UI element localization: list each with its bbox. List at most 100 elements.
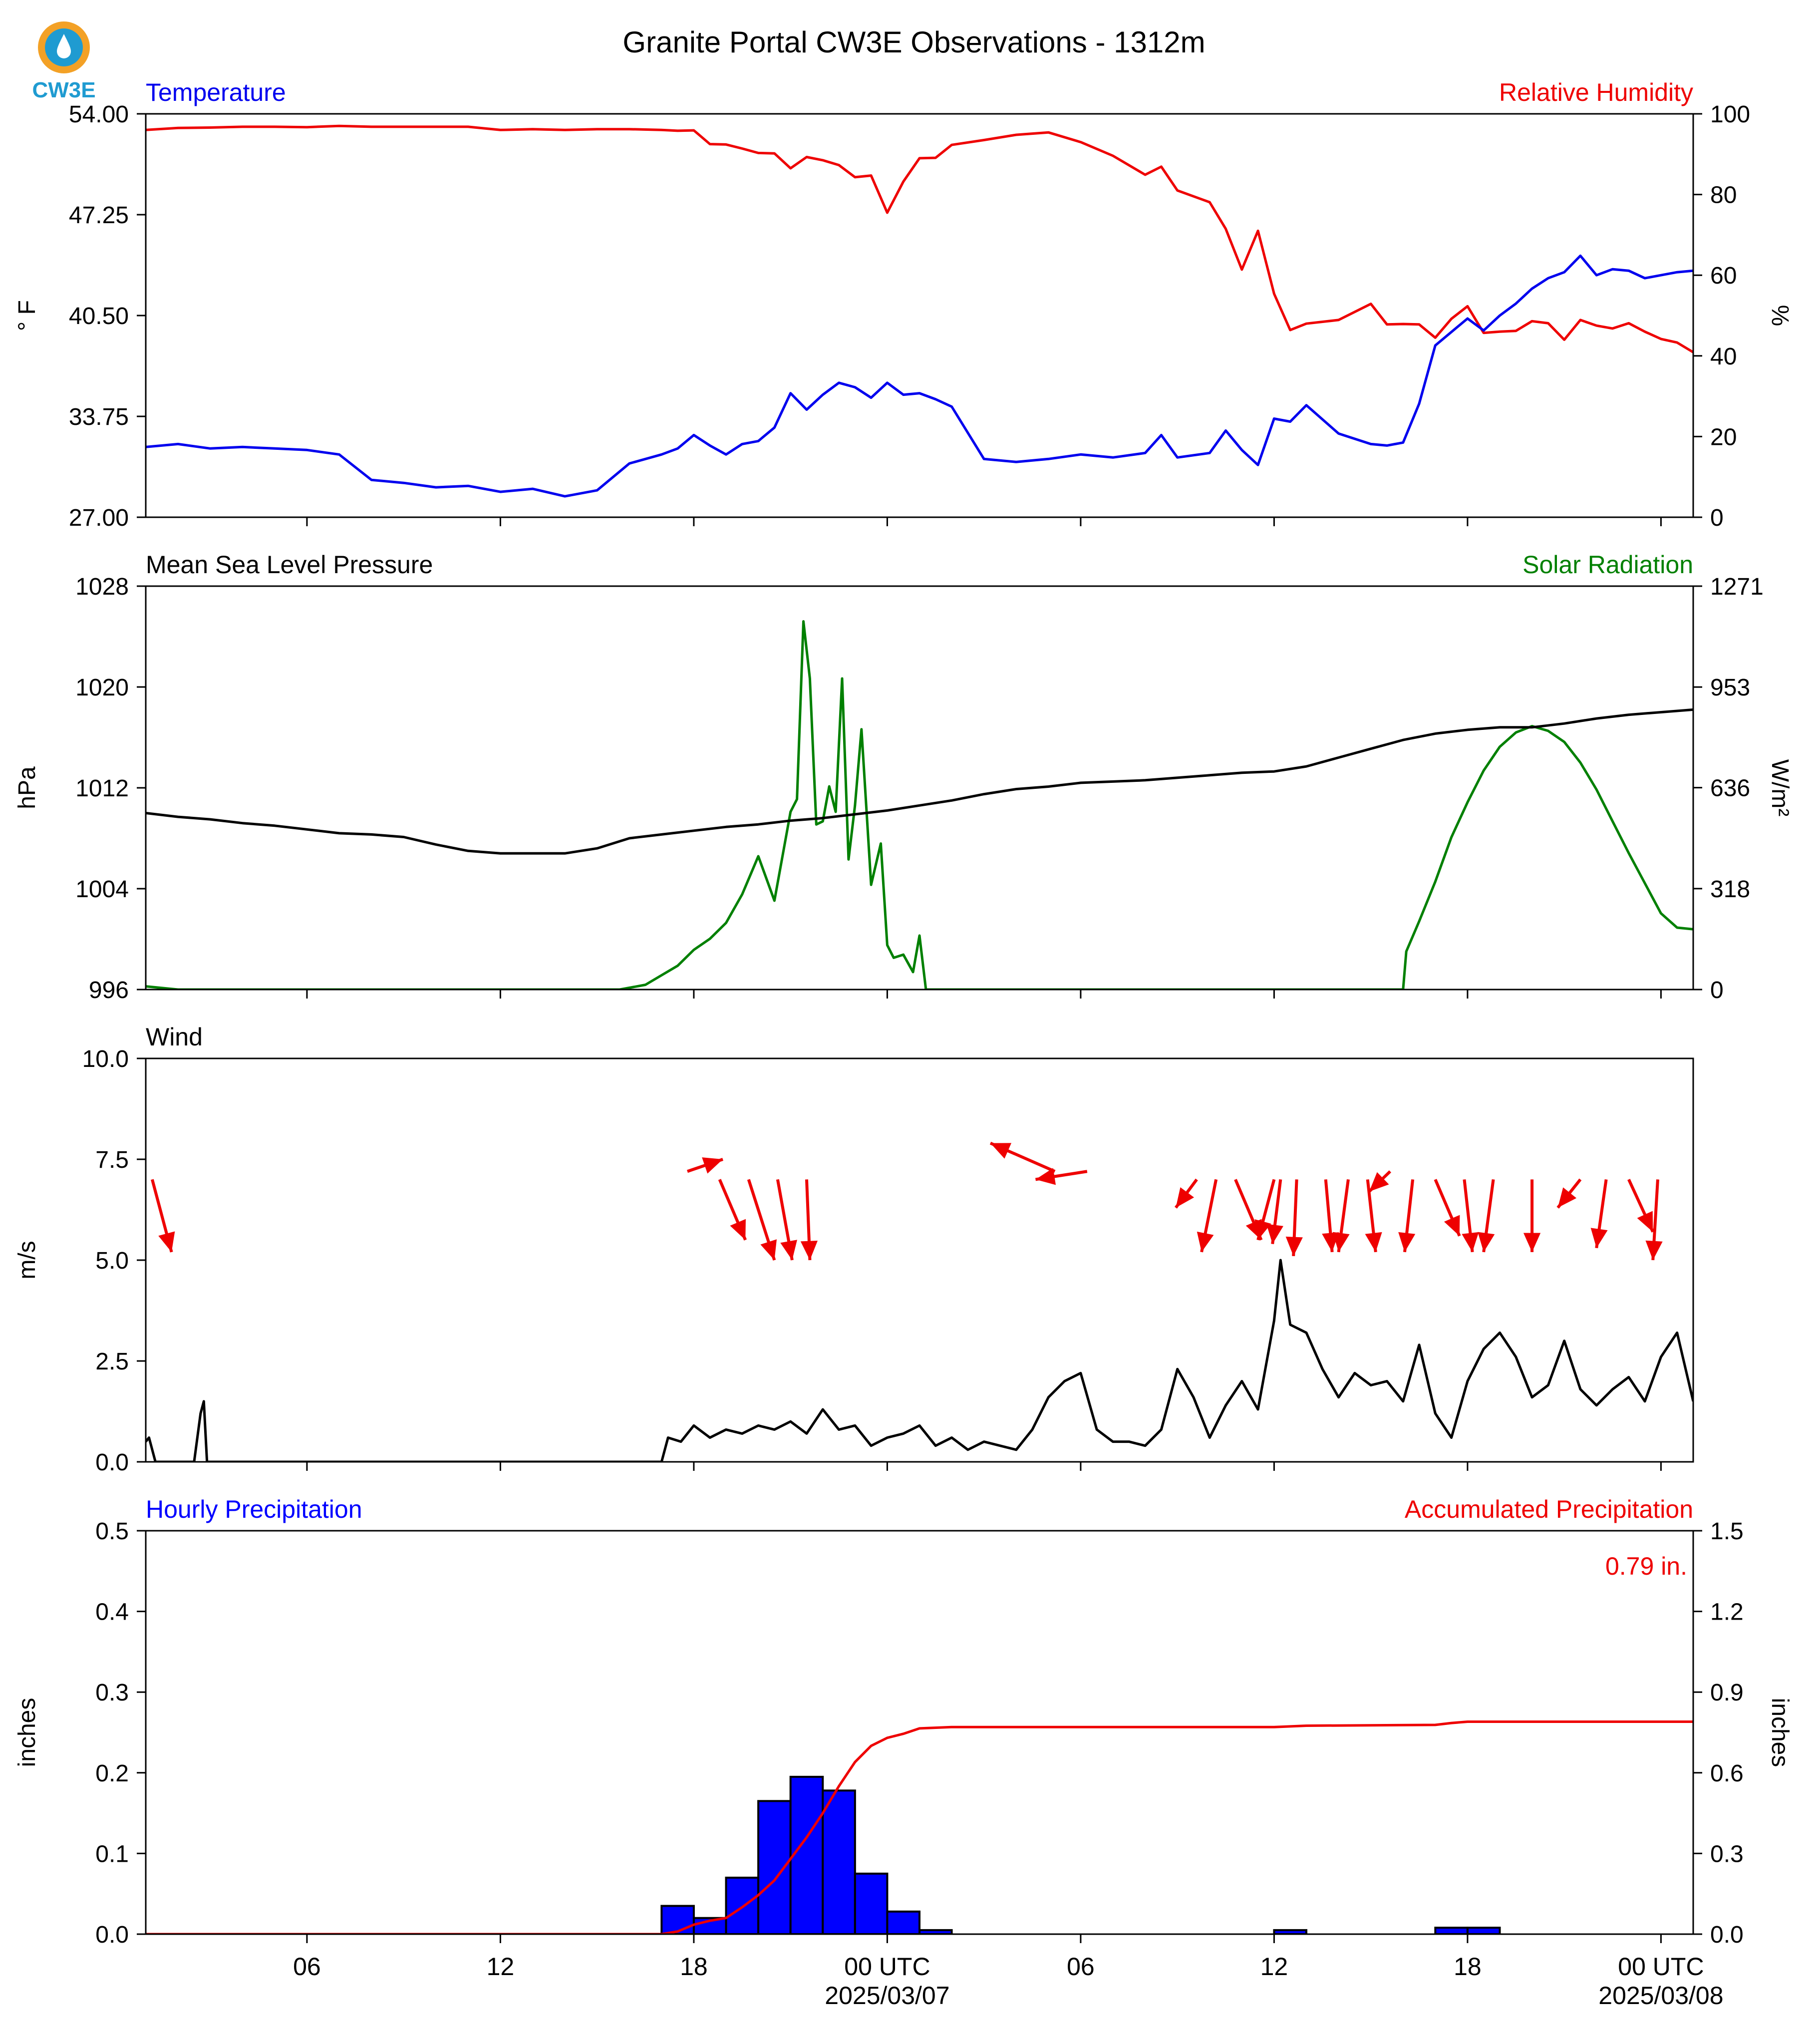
precip-bar <box>789 1775 824 1934</box>
y-tick-label: 0.0 <box>95 1449 129 1476</box>
wind-arrow <box>687 1157 724 1174</box>
accumulated-total-label: 0.79 in. <box>1605 1552 1687 1580</box>
y-tick-label: 1012 <box>75 775 129 802</box>
panel-frame <box>145 1530 1694 1935</box>
wind-arrow-head <box>1035 1168 1056 1185</box>
wind-arrow-head <box>1645 1240 1663 1260</box>
wind-arrow-head <box>1365 1232 1382 1252</box>
figure-title: Granite Portal CW3E Observations - 1312m <box>622 25 1205 59</box>
wind-arrow <box>1398 1179 1416 1253</box>
panel-right-title: Relative Humidity <box>1499 78 1693 106</box>
wind-arrow-head <box>1398 1232 1416 1252</box>
y-tick-label: 0.4 <box>95 1599 129 1626</box>
wind-arrow <box>1627 1179 1654 1233</box>
x-tick-sublabel: 2025/03/08 <box>1598 1982 1723 2010</box>
panel-left-title: Mean Sea Level Pressure <box>146 551 433 579</box>
wind-arrow <box>1556 1178 1582 1209</box>
wind-arrow-head <box>780 1240 797 1260</box>
y-tick-label: 1028 <box>75 574 129 600</box>
y2-tick-label: 100 <box>1710 101 1750 128</box>
panel-precipitation: Hourly Precipitation Accumulated Precipit… <box>14 1495 1793 2010</box>
cw3e-logo: CW3E <box>32 21 96 102</box>
wind-arrow-head <box>1197 1231 1214 1252</box>
wind-arrow <box>1645 1179 1663 1261</box>
wind-arrow-head <box>1557 1187 1577 1208</box>
wind-arrow-head <box>702 1157 723 1174</box>
wind-arrow <box>800 1179 818 1261</box>
wind-arrow <box>1462 1179 1479 1253</box>
logo-drop-icon <box>57 34 71 58</box>
wind-arrow-head <box>1285 1236 1303 1256</box>
y-tick-label: 996 <box>89 977 129 1004</box>
wind-arrow <box>1175 1178 1198 1209</box>
plot-area <box>146 1720 1693 1934</box>
y-tick-label: 7.5 <box>95 1147 129 1173</box>
y-tick-label: 47.25 <box>69 202 129 229</box>
wind-arrow-head <box>1637 1211 1653 1232</box>
y2-tick-label: 0.3 <box>1710 1841 1744 1867</box>
y2-tick-label: 318 <box>1710 876 1750 903</box>
wind-arrow <box>1590 1179 1608 1249</box>
precip-bar <box>757 1800 792 1934</box>
precip-bar <box>886 1910 920 1934</box>
wind-arrow-head <box>760 1239 777 1260</box>
x-tick-label: 12 <box>487 1953 515 1981</box>
y2-tick-label: 0 <box>1710 505 1724 531</box>
y2-tick-label: 0.9 <box>1710 1680 1744 1706</box>
x-tick-label: 06 <box>293 1953 321 1981</box>
panel-left-title: Temperature <box>146 78 286 106</box>
wind-arrow-head <box>1332 1232 1350 1252</box>
y2-tick-label: 60 <box>1710 263 1737 289</box>
y-tick-label: 0.0 <box>95 1922 129 1948</box>
y2-axis-label: inches <box>1767 1698 1793 1767</box>
series-mean-sea-level-pressure <box>146 708 1693 855</box>
wind-arrow <box>151 1179 175 1253</box>
wind-arrow <box>1035 1168 1088 1185</box>
y-axis-label: ° F <box>14 300 40 331</box>
x-tick-label: 18 <box>680 1953 708 1981</box>
y-tick-label: 0.5 <box>95 1518 129 1545</box>
series-solar-radiation <box>146 620 1693 990</box>
wind-arrow-head <box>1523 1233 1541 1252</box>
wind-arrow <box>718 1179 747 1241</box>
panel-right-title: Solar Radiation <box>1522 551 1693 579</box>
logo-text: CW3E <box>32 78 95 102</box>
precip-bar <box>660 1905 695 1934</box>
y-axis-label: m/s <box>14 1241 40 1279</box>
wind-arrow-head <box>1176 1187 1195 1208</box>
y-tick-label: 54.00 <box>69 101 129 128</box>
y-tick-label: 33.75 <box>69 404 129 430</box>
wind-arrow-head <box>1478 1232 1495 1252</box>
y-tick-label: 2.5 <box>95 1349 129 1375</box>
precip-bar <box>854 1872 889 1934</box>
y-axis-label: hPa <box>14 766 40 809</box>
wind-arrow <box>1478 1179 1495 1253</box>
y-tick-label: 1020 <box>75 675 129 701</box>
y-axis-label: inches <box>14 1698 40 1767</box>
y2-tick-label: 20 <box>1710 424 1737 450</box>
y2-tick-label: 40 <box>1710 343 1737 370</box>
panel-frame <box>145 585 1694 991</box>
x-tick-label: 12 <box>1260 1953 1288 1981</box>
wind-arrow <box>1197 1179 1218 1253</box>
y2-tick-label: 80 <box>1710 182 1737 209</box>
wind-arrow-head <box>158 1231 175 1252</box>
series-relative-humidity <box>146 124 1693 353</box>
plot-area <box>146 1141 1693 1462</box>
y2-tick-label: 953 <box>1710 675 1750 701</box>
x-tick-label: 18 <box>1454 1953 1482 1981</box>
panel-frame <box>145 1057 1694 1463</box>
y-tick-label: 0.2 <box>95 1760 129 1787</box>
y2-tick-label: 0 <box>1710 977 1724 1004</box>
x-tick-sublabel: 2025/03/07 <box>825 1982 949 2010</box>
precip-bar <box>1434 1927 1469 1934</box>
wind-arrow-head <box>990 1143 1012 1159</box>
y2-tick-label: 0.6 <box>1710 1760 1744 1787</box>
panel-wind: Wind 0.0 2.5 5.0 7.5 10.0 m/s <box>14 1023 1694 1476</box>
y2-tick-label: 1271 <box>1710 574 1764 600</box>
y2-tick-label: 636 <box>1710 775 1750 802</box>
series-wind <box>146 1259 1693 1462</box>
y-tick-label: 40.50 <box>69 303 129 330</box>
